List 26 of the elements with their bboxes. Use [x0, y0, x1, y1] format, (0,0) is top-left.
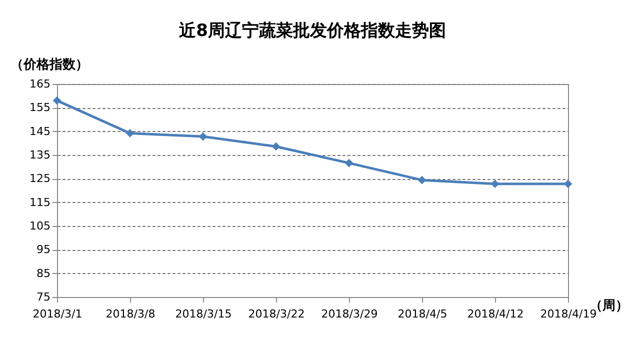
y-tick-label: 125	[30, 172, 50, 186]
point	[272, 142, 280, 151]
y-tick-label: 85	[36, 266, 50, 280]
x-tick-label: 2018/3/8	[106, 308, 156, 320]
point	[490, 180, 500, 188]
point	[126, 129, 134, 138]
point	[564, 180, 572, 188]
y-tick-label: 105	[30, 220, 50, 232]
x-tick-label: 2018/3/15	[175, 308, 232, 320]
y-tick-label: 115	[30, 196, 50, 209]
x-tick-label: 2018/4/5	[398, 308, 448, 320]
point	[52, 96, 62, 105]
y-tick-label: 155	[30, 101, 50, 114]
y-axis-title: （价格指数）	[10, 58, 88, 72]
point	[198, 132, 208, 141]
x-tick-label: 2018/3/29	[321, 308, 378, 320]
x-tick-label: 2018/4/12	[467, 308, 524, 320]
y-tick-label: 145	[30, 124, 50, 138]
x-tick-label: 2018/3/22	[248, 308, 305, 320]
y-tick-label: 75	[36, 290, 50, 304]
y-tick-label: 95	[36, 243, 50, 256]
y-tick-label: 165	[30, 78, 50, 90]
x-tick-label: 2018/3/1	[32, 308, 82, 320]
y-tick-label: 135	[30, 148, 50, 162]
chart-title: 近8周辽宁蔬菜批发价格指数走势图	[178, 21, 446, 41]
point	[344, 158, 354, 168]
